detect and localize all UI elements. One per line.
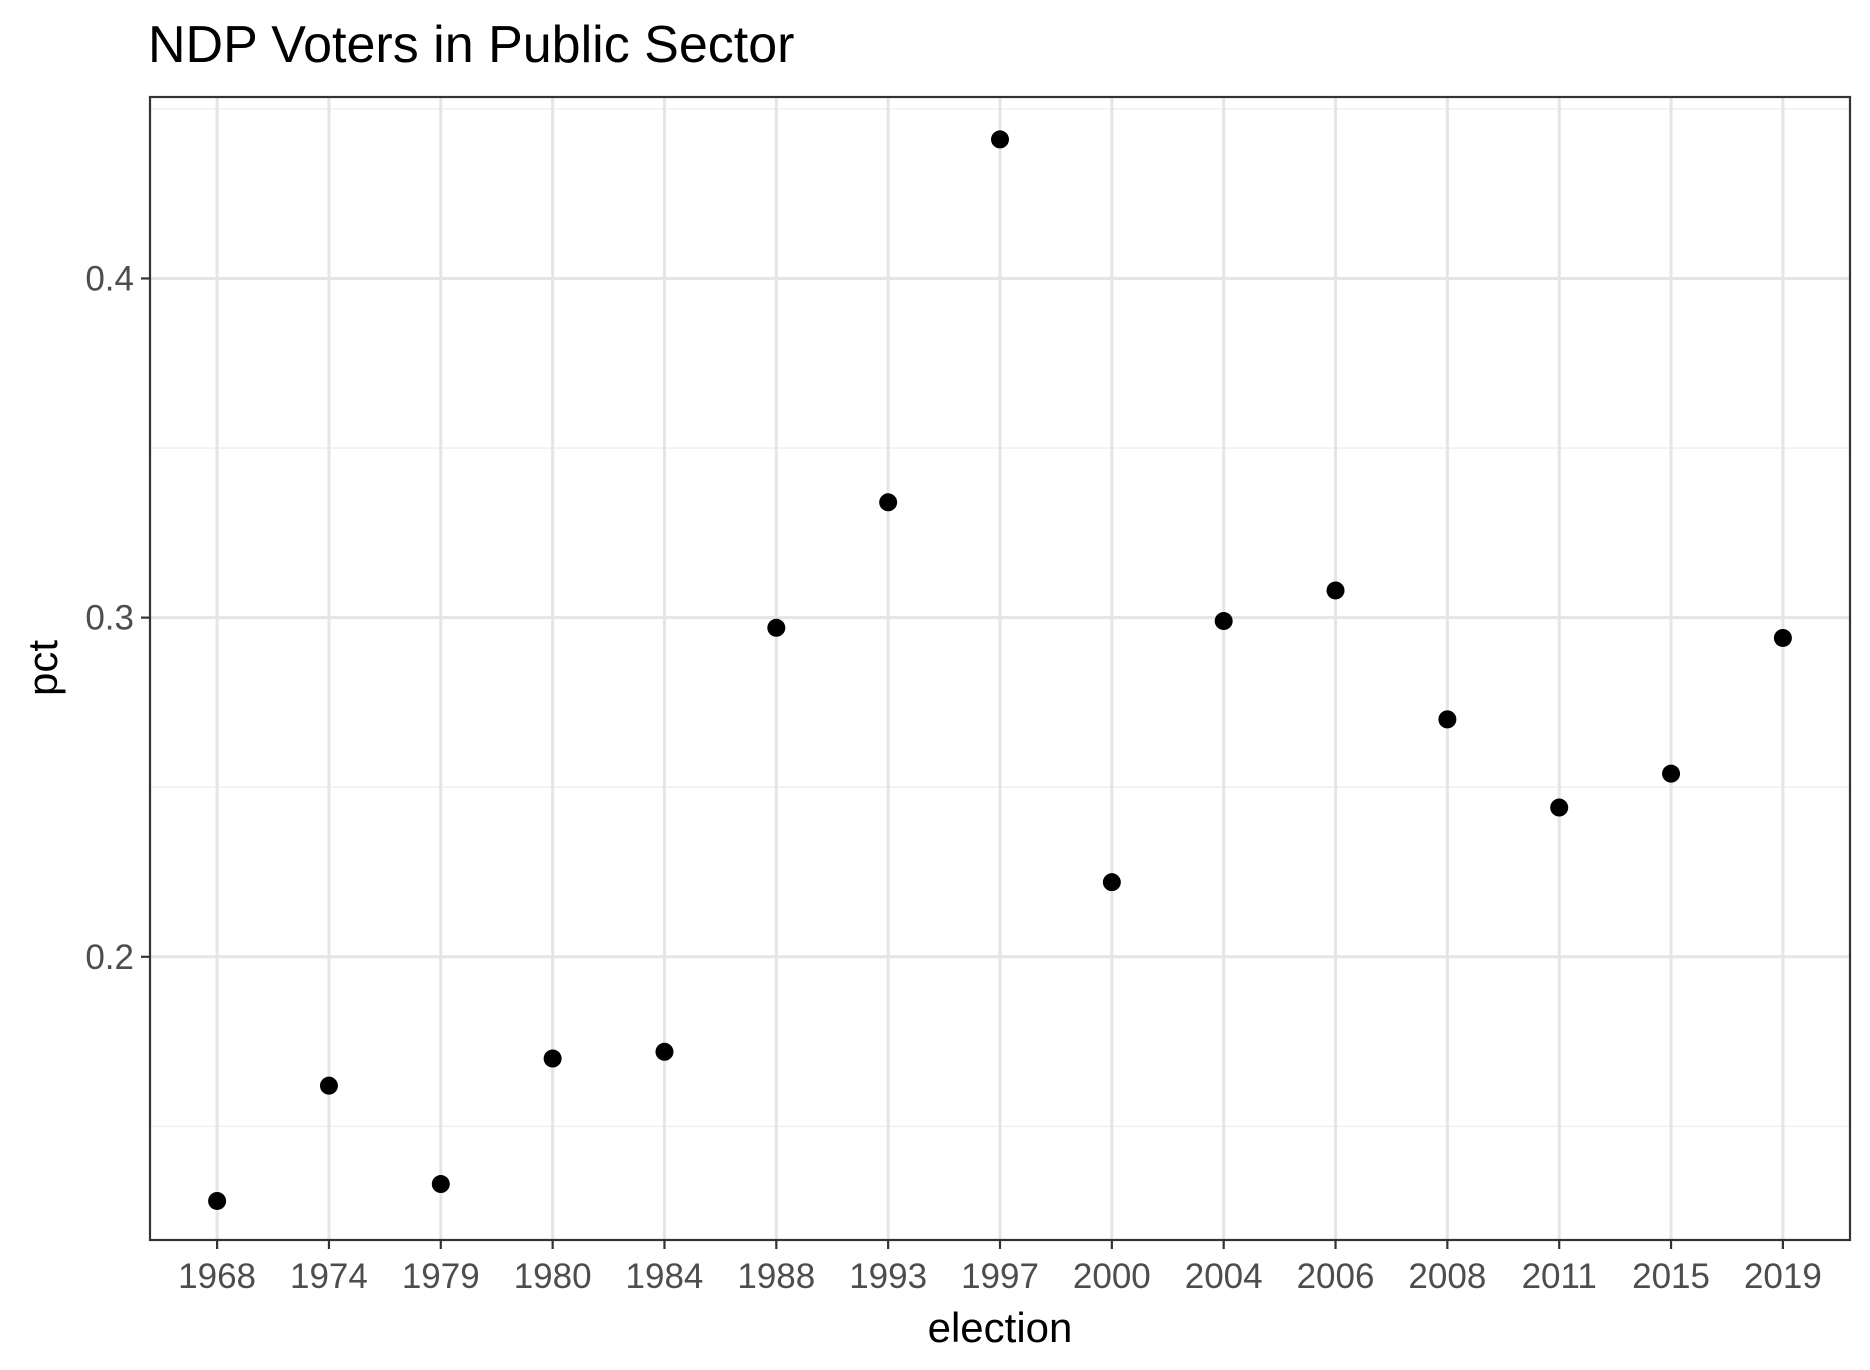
data-points	[208, 130, 1792, 1210]
x-axis-title: election	[928, 1304, 1073, 1351]
x-tick-label: 2011	[1522, 1257, 1597, 1296]
x-tick-label: 1988	[737, 1257, 815, 1296]
data-point	[1326, 581, 1345, 600]
data-point	[1214, 612, 1233, 631]
x-axis-ticks: 1968 1974 1979 1980 1984 1988 1993 1997 2000 2004…	[178, 1240, 1822, 1296]
data-point	[431, 1175, 450, 1194]
data-point	[879, 493, 898, 512]
x-tick-label: 2015	[1632, 1257, 1710, 1296]
data-point	[319, 1076, 338, 1095]
data-point	[767, 618, 786, 637]
x-tick-label: 1980	[514, 1257, 592, 1296]
data-point	[1550, 798, 1569, 817]
x-tick-label: 2008	[1408, 1257, 1486, 1296]
data-point	[991, 130, 1009, 149]
y-tick-label: 0.4	[85, 259, 134, 298]
y-tick-label: 0.2	[85, 938, 134, 977]
x-tick-label: 2000	[1073, 1257, 1151, 1296]
x-tick-label: 2019	[1744, 1257, 1822, 1296]
x-tick-label: 2004	[1185, 1257, 1263, 1296]
data-point	[1438, 710, 1457, 729]
data-point	[1773, 628, 1792, 647]
data-point	[1662, 764, 1681, 783]
x-tick-label: 2006	[1297, 1257, 1375, 1296]
data-point	[543, 1049, 562, 1068]
y-axis-title: pct	[19, 640, 66, 696]
x-tick-label: 1974	[290, 1257, 368, 1296]
data-point	[208, 1191, 227, 1210]
y-tick-label: 0.3	[85, 599, 134, 638]
x-tick-label: 1984	[626, 1257, 704, 1296]
data-point	[1102, 873, 1121, 892]
x-tick-label: 1979	[402, 1257, 480, 1296]
x-tick-label: 1993	[849, 1257, 927, 1296]
data-point	[655, 1042, 674, 1061]
chart-title: NDP Voters in Public Sector	[148, 16, 794, 74]
x-tick-label: 1997	[961, 1257, 1039, 1296]
major-gridlines	[150, 97, 1850, 1240]
y-axis-ticks: 0.2 0.3 0.4	[85, 259, 150, 977]
x-tick-label: 1968	[178, 1257, 256, 1296]
